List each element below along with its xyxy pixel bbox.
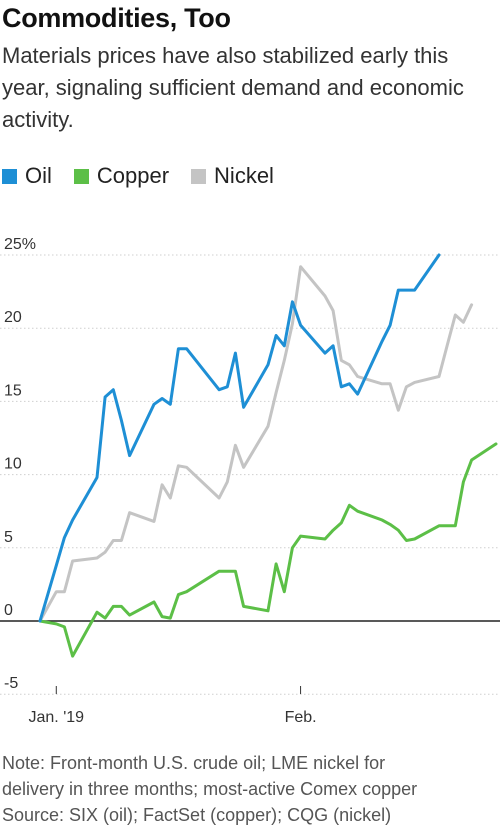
chart-title: Commodities, Too xyxy=(2,3,231,33)
series-line-oil xyxy=(38,253,441,623)
x-tick-label: Feb. xyxy=(285,709,317,726)
note-line-1: Note: Front-month U.S. crude oil; LME ni… xyxy=(2,753,386,773)
series-lines xyxy=(38,253,498,658)
legend-swatch-oil xyxy=(2,168,17,184)
series-line-copper xyxy=(38,442,498,658)
y-tick-label: -5 xyxy=(4,675,18,692)
legend-label-nickel: Nickel xyxy=(214,163,274,188)
y-axis-tick-labels: 25% 20 15 10 5 0 -5 xyxy=(4,236,36,692)
x-tick-label: Jan. '19 xyxy=(29,709,85,726)
legend-label-oil: Oil xyxy=(25,163,52,188)
note-line-3: Source: SIX (oil); FactSet (copper); CQG… xyxy=(2,805,392,825)
note-line-2: delivery in three months; most-active Co… xyxy=(2,779,418,799)
y-tick-label: 10 xyxy=(4,456,22,473)
y-tick-label: 0 xyxy=(4,602,13,619)
y-tick-label: 5 xyxy=(4,529,13,546)
legend-swatch-copper xyxy=(73,168,89,184)
series-line-nickel xyxy=(38,265,474,623)
legend: Oil Copper Nickel xyxy=(2,162,296,190)
y-tick-label: 20 xyxy=(4,309,22,326)
legend-item-oil: Oil xyxy=(2,163,52,189)
legend-swatch-nickel xyxy=(191,168,207,184)
legend-label-copper: Copper xyxy=(96,163,170,188)
x-axis: Jan. '19 Feb. xyxy=(29,686,317,726)
legend-item-copper: Copper xyxy=(73,163,170,189)
chart-subtitle: Materials prices have also stabilized ea… xyxy=(2,43,464,132)
gridlines xyxy=(0,254,500,695)
y-tick-label: 25% xyxy=(4,236,36,253)
chart-notes: Note: Front-month U.S. crude oil; LME ni… xyxy=(2,750,498,828)
legend-item-nickel: Nickel xyxy=(191,163,274,189)
y-tick-label: 15 xyxy=(4,382,22,399)
